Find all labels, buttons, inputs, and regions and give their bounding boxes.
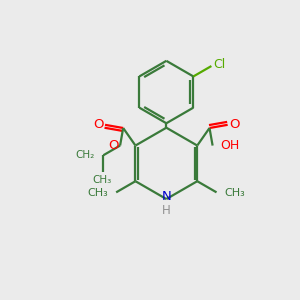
Text: CH₃: CH₃ xyxy=(87,188,108,198)
Text: O: O xyxy=(93,118,104,131)
Text: CH₂: CH₂ xyxy=(76,150,95,160)
Text: N: N xyxy=(161,190,171,203)
Text: H: H xyxy=(162,204,171,217)
Text: O: O xyxy=(229,118,239,131)
Text: O: O xyxy=(108,139,119,152)
Text: OH: OH xyxy=(220,139,239,152)
Text: Cl: Cl xyxy=(214,58,226,71)
Text: CH₃: CH₃ xyxy=(92,175,112,185)
Text: CH₃: CH₃ xyxy=(225,188,246,198)
